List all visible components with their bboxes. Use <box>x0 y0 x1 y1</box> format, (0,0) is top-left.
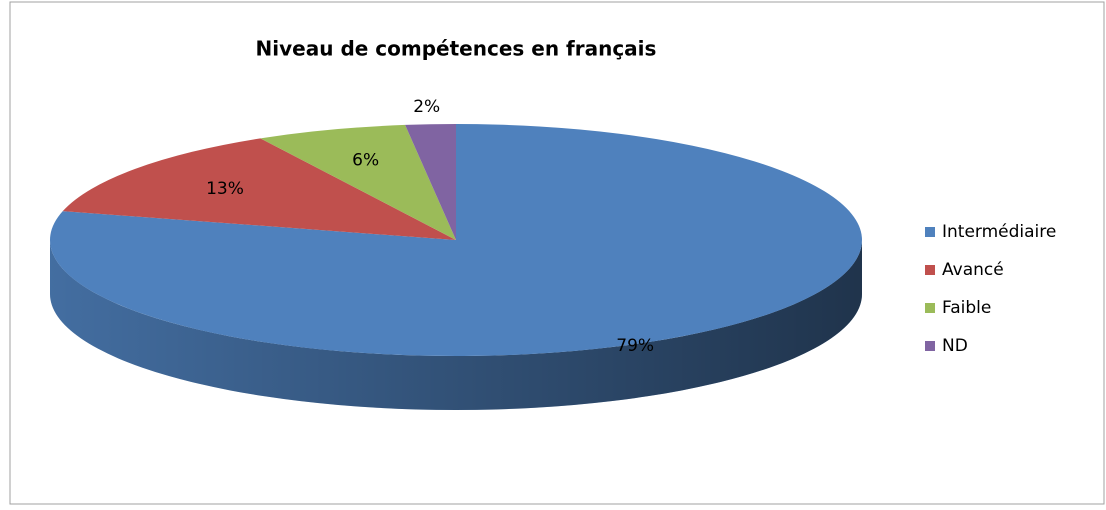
legend-swatch <box>925 227 935 237</box>
data-label: 79% <box>616 336 654 356</box>
slice <box>405 124 456 240</box>
slice <box>260 124 456 240</box>
side-shade <box>50 240 862 410</box>
data-label: 2% <box>413 97 440 117</box>
legend-swatch <box>925 341 935 351</box>
legend-label: Intermédiaire <box>942 222 1056 242</box>
legend-label: Avancé <box>942 260 1004 280</box>
legend-label: Faible <box>942 298 991 318</box>
legend-swatch <box>925 265 935 275</box>
legend-swatch <box>925 303 935 313</box>
data-label: 13% <box>206 179 244 199</box>
slice <box>62 138 456 240</box>
chart-title: Niveau de compétences en français <box>256 37 657 61</box>
legend-label: ND <box>942 336 968 356</box>
data-label: 6% <box>352 151 379 171</box>
slice <box>50 124 863 356</box>
